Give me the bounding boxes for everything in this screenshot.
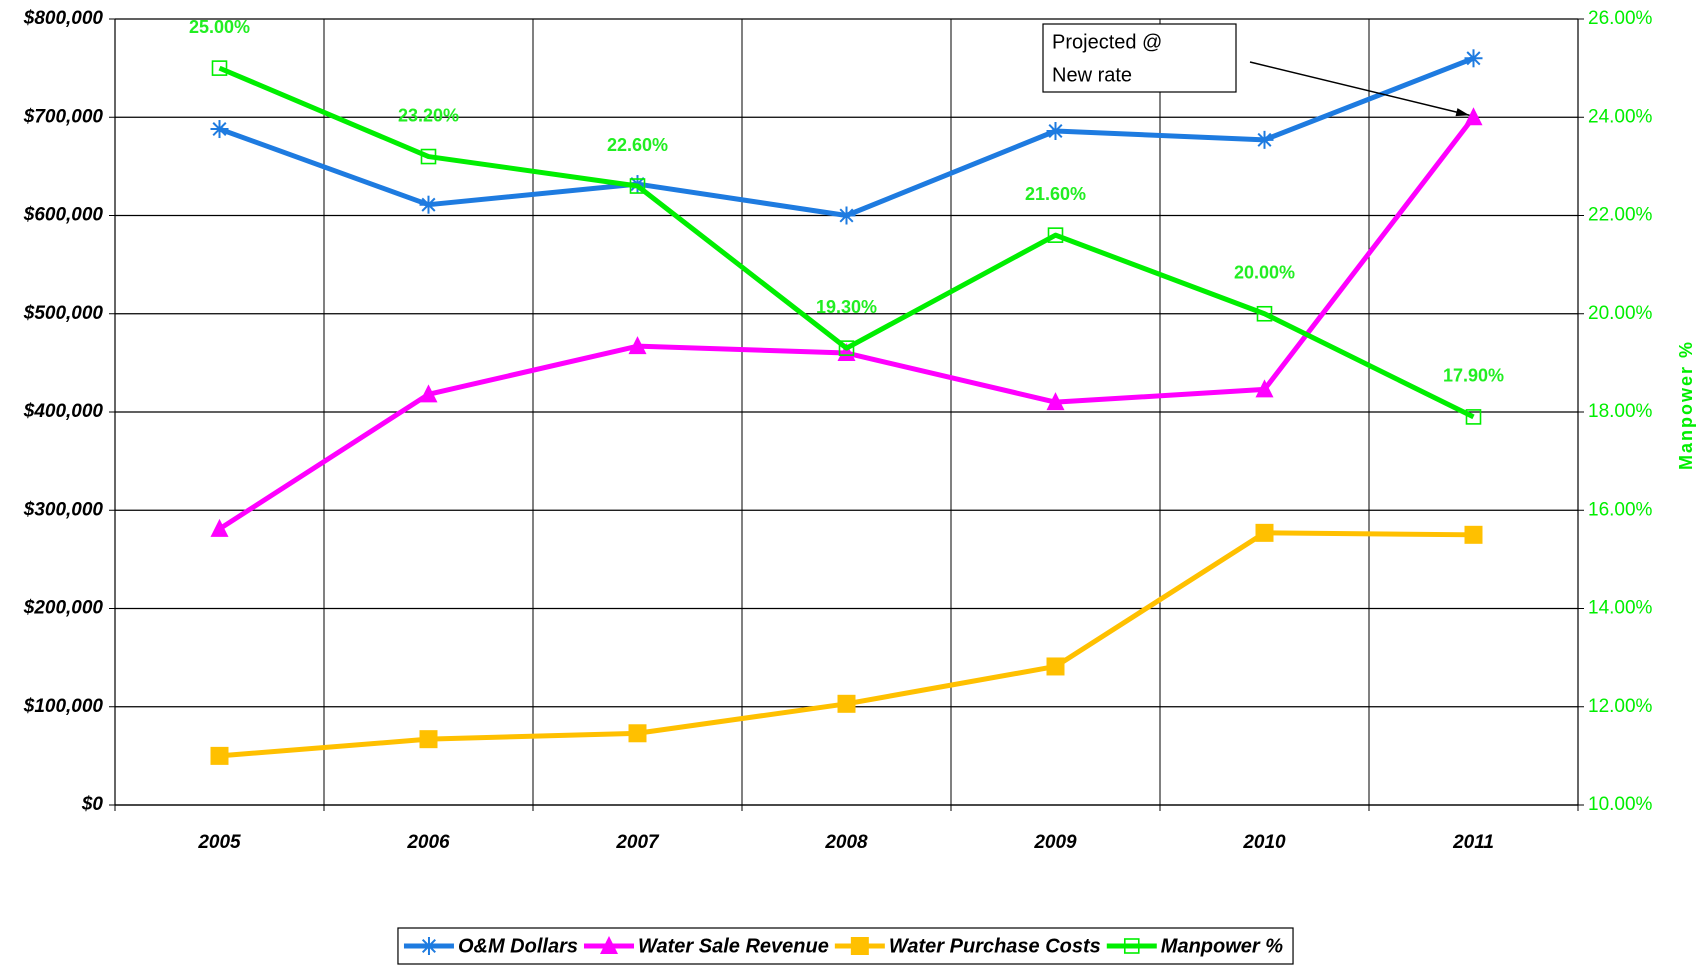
legend-label: Water Sale Revenue bbox=[638, 935, 829, 957]
marker bbox=[837, 694, 856, 713]
marker bbox=[600, 936, 618, 954]
marker bbox=[850, 937, 869, 955]
marker bbox=[837, 343, 856, 362]
y-tick-label: $300,000 bbox=[23, 499, 104, 520]
marker bbox=[210, 746, 229, 765]
marker-stroke bbox=[421, 938, 436, 954]
marker-stroke bbox=[212, 122, 227, 137]
y-tick-label: $100,000 bbox=[23, 696, 104, 717]
y2-tick-label: 14.00% bbox=[1588, 598, 1653, 619]
data-label: 19.30% bbox=[816, 297, 877, 317]
series-line bbox=[218, 55, 1475, 218]
x-tick-label: 2009 bbox=[1033, 832, 1077, 853]
x-tick-label: 2005 bbox=[197, 832, 241, 853]
y-tick-label: $400,000 bbox=[23, 401, 104, 422]
marker-stroke bbox=[1257, 132, 1272, 147]
marker bbox=[419, 384, 438, 403]
legend: O&M Dollars Water Sale Revenue Water Purch… bbox=[397, 927, 1294, 965]
y2-tick-label: 26.00% bbox=[1588, 8, 1653, 29]
y2-axis-label: Manpower % bbox=[1676, 340, 1696, 470]
marker bbox=[1047, 227, 1064, 243]
marker-stroke bbox=[1048, 123, 1063, 139]
marker bbox=[1046, 657, 1065, 676]
marker-stroke bbox=[1466, 51, 1481, 66]
y-tick-label: $200,000 bbox=[23, 598, 104, 619]
arrow-head bbox=[1455, 108, 1470, 117]
marker bbox=[1046, 392, 1065, 411]
x-tick-label: 2006 bbox=[406, 832, 450, 853]
marker bbox=[628, 336, 647, 355]
legend-label: Water Purchase Costs bbox=[889, 935, 1101, 957]
annotation-arrow bbox=[1249, 61, 1470, 116]
x-tick-label: 2011 bbox=[1452, 832, 1494, 853]
marker bbox=[1465, 409, 1482, 425]
legend-item: Water Purchase Costs bbox=[834, 935, 1101, 957]
marker bbox=[419, 730, 438, 749]
y2-tick-label: 22.00% bbox=[1588, 205, 1653, 226]
x-tick-label: 2008 bbox=[824, 832, 868, 853]
marker bbox=[1255, 130, 1274, 149]
legend-label: O&M Dollars bbox=[458, 935, 578, 957]
legend-item: Manpower % bbox=[1106, 935, 1283, 957]
marker bbox=[211, 60, 228, 76]
marker-stroke bbox=[839, 208, 854, 223]
marker bbox=[1255, 523, 1274, 542]
x-tick-label: 2007 bbox=[615, 832, 660, 853]
annotation-text: New rate bbox=[1052, 64, 1132, 86]
y-tick-label: $500,000 bbox=[23, 303, 104, 324]
series-line bbox=[218, 65, 1475, 420]
y-tick-label: $800,000 bbox=[23, 8, 104, 29]
y-tick-label: $0 bbox=[81, 794, 104, 815]
marker bbox=[1464, 525, 1483, 544]
x-tick-label: 2010 bbox=[1242, 832, 1286, 853]
legend-item: O&M Dollars bbox=[403, 935, 578, 957]
marker bbox=[420, 148, 437, 165]
marker bbox=[628, 724, 647, 743]
data-label: 20.00% bbox=[1234, 263, 1295, 283]
data-label: 17.90% bbox=[1443, 366, 1504, 386]
y2-tick-label: 24.00% bbox=[1588, 106, 1653, 127]
marker bbox=[837, 206, 856, 225]
legend-label: Manpower % bbox=[1161, 935, 1283, 957]
annotation-text: Projected @ bbox=[1052, 31, 1162, 53]
marker bbox=[419, 195, 438, 214]
marker bbox=[419, 937, 438, 955]
annotation-box bbox=[1042, 23, 1237, 93]
data-label: 25.00% bbox=[189, 17, 250, 37]
marker bbox=[1464, 49, 1483, 68]
marker bbox=[1046, 122, 1065, 141]
marker bbox=[1464, 107, 1483, 126]
y-tick-label: $700,000 bbox=[23, 106, 104, 127]
marker-stroke bbox=[421, 197, 436, 212]
series-line bbox=[219, 530, 1474, 759]
y-tick-label: $600,000 bbox=[23, 205, 104, 226]
marker bbox=[1123, 938, 1140, 954]
y2-tick-label: 12.00% bbox=[1588, 696, 1653, 717]
y2-tick-label: 18.00% bbox=[1588, 401, 1653, 422]
marker bbox=[210, 120, 229, 139]
data-label: 23.20% bbox=[398, 105, 459, 125]
y2-tick-label: 20.00% bbox=[1588, 303, 1653, 324]
marker bbox=[1256, 305, 1273, 322]
marker bbox=[838, 340, 855, 356]
legend-item: Water Sale Revenue bbox=[584, 935, 829, 957]
marker bbox=[629, 178, 646, 194]
marker bbox=[210, 518, 229, 537]
data-label: 22.60% bbox=[607, 135, 668, 155]
y2-tick-label: 16.00% bbox=[1588, 499, 1653, 520]
data-label: 21.60% bbox=[1025, 184, 1086, 204]
marker bbox=[1255, 379, 1274, 398]
y2-tick-label: 10.00% bbox=[1588, 794, 1653, 815]
